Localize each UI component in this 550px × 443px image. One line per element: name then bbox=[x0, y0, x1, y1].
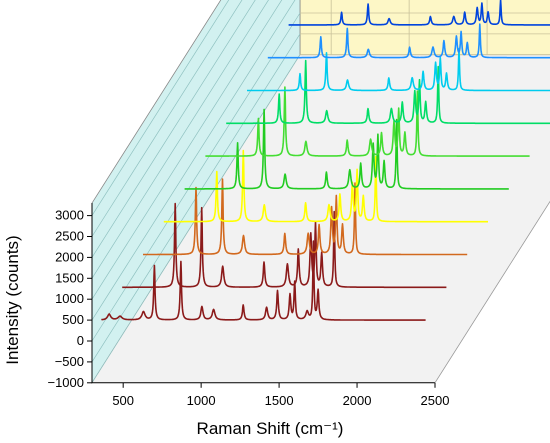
floor-face bbox=[92, 54, 550, 383]
side-wall-gridline bbox=[91, 0, 243, 237]
y-tick-label: 2000 bbox=[55, 249, 84, 264]
side-wall-gridline bbox=[91, 0, 269, 279]
y-tick-label: 1500 bbox=[55, 270, 84, 285]
series-line bbox=[225, 59, 550, 125]
side-wall-gridline bbox=[91, 0, 256, 258]
series-line bbox=[100, 240, 427, 321]
side-wall-gridline bbox=[91, 0, 283, 300]
chart-axes: −1000 −500 0 500 1000 1500 2000 2500 3000 500 1000… bbox=[47, 200, 550, 408]
x-tick-label: 1000 bbox=[187, 393, 216, 408]
x-tick-label: 1500 bbox=[265, 393, 294, 408]
chart-series bbox=[100, 0, 550, 321]
y-tick-label: 1000 bbox=[55, 291, 84, 306]
y-tick-label: −1000 bbox=[47, 375, 84, 390]
floor-depth-edge bbox=[434, 200, 550, 384]
series-line bbox=[288, 0, 550, 26]
series-line bbox=[246, 47, 550, 92]
side-wall-gridline bbox=[91, 0, 296, 321]
x-tick-label: 2500 bbox=[421, 393, 450, 408]
series-line bbox=[142, 178, 468, 256]
series-line bbox=[204, 86, 531, 157]
y-tick-label: 3000 bbox=[55, 208, 84, 223]
y-tick-label: −500 bbox=[55, 354, 84, 369]
x-tick-label: 2000 bbox=[343, 393, 372, 408]
series-line bbox=[267, 23, 550, 59]
side-wall-gridline bbox=[91, 12, 301, 342]
side-wall-gridline bbox=[91, 0, 230, 216]
series-line bbox=[163, 149, 489, 223]
back-wall bbox=[299, 0, 550, 56]
series-line bbox=[184, 108, 510, 190]
series-line bbox=[121, 202, 447, 289]
x-axis-title: Raman Shift (cm⁻¹) bbox=[197, 419, 344, 438]
x-tick-label: 500 bbox=[112, 393, 134, 408]
y-tick-label: 500 bbox=[62, 312, 84, 327]
y-tick-label: 2500 bbox=[55, 229, 84, 244]
y-axis-title: Intensity (counts) bbox=[3, 235, 22, 364]
y-tick-label: 0 bbox=[77, 333, 84, 348]
